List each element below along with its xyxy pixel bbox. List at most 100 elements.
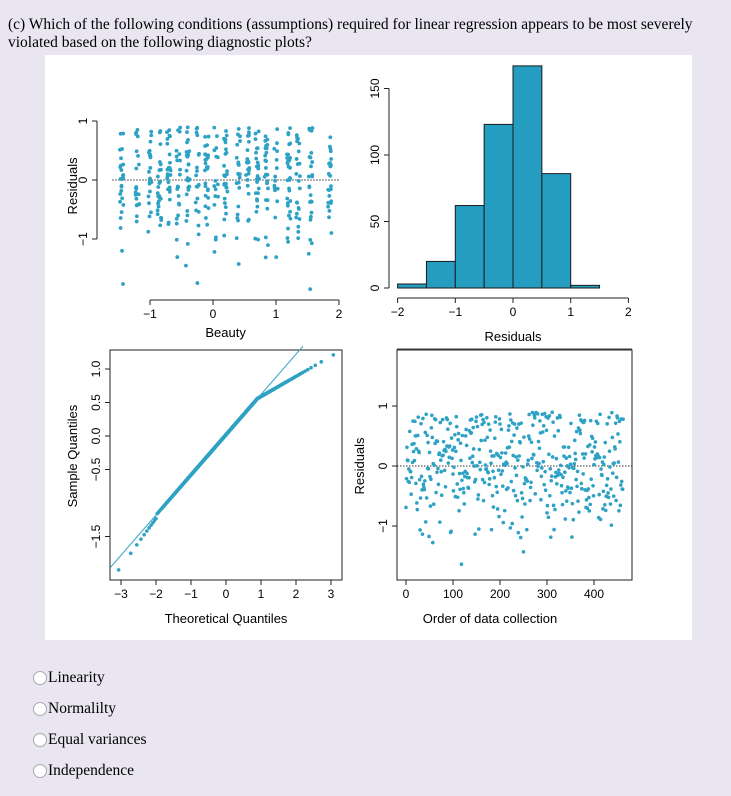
data-point (287, 142, 292, 147)
data-point (255, 160, 260, 165)
data-point (445, 417, 450, 422)
data-point (195, 133, 200, 138)
data-point (541, 424, 546, 428)
data-point (295, 162, 300, 167)
data-point (543, 488, 548, 493)
data-point (310, 173, 315, 177)
data-point (174, 237, 179, 242)
data-point (427, 450, 432, 455)
data-point (326, 204, 330, 209)
data-point (564, 489, 568, 493)
data-point (611, 471, 615, 476)
data-point (236, 132, 240, 137)
data-point (506, 428, 511, 432)
data-point (415, 433, 420, 438)
data-point (503, 451, 508, 455)
data-point (255, 204, 260, 209)
data-point (195, 196, 200, 201)
data-point (449, 529, 453, 534)
data-point (578, 428, 582, 433)
data-point (118, 216, 123, 220)
radio-button[interactable] (33, 763, 47, 778)
data-point (134, 166, 139, 171)
data-point (263, 134, 268, 139)
data-point (491, 505, 496, 509)
option-label: Equal variances (48, 730, 147, 748)
radio-button[interactable] (33, 670, 47, 685)
data-point (237, 185, 242, 190)
x-tick-label: 1 (273, 307, 280, 321)
data-point (134, 219, 139, 224)
data-point (222, 233, 227, 238)
data-point (609, 523, 614, 527)
data-point (306, 367, 310, 372)
data-point (559, 472, 563, 477)
data-point (447, 455, 452, 460)
data-point (486, 422, 491, 426)
data-point (455, 495, 460, 500)
data-point (516, 530, 521, 535)
histogram-bar (541, 173, 572, 289)
data-point (174, 221, 179, 226)
data-point (194, 173, 199, 178)
data-point (253, 131, 258, 136)
data-point (148, 166, 153, 170)
data-point (527, 412, 531, 417)
data-point (176, 194, 181, 198)
data-point (514, 455, 518, 459)
data-point (309, 241, 314, 246)
data-point (484, 467, 489, 471)
data-point (573, 457, 578, 462)
data-point (253, 191, 258, 196)
data-point (203, 193, 208, 198)
data-point (551, 420, 555, 424)
data-point (603, 503, 607, 507)
data-point (479, 412, 484, 417)
data-point (522, 435, 526, 439)
radio-button[interactable] (33, 732, 47, 747)
data-point (550, 455, 555, 459)
data-point (236, 262, 241, 266)
data-point (288, 176, 292, 180)
data-point (548, 467, 553, 471)
data-point (139, 537, 143, 541)
data-point (476, 493, 481, 497)
data-point (178, 158, 182, 163)
data-point (134, 543, 139, 547)
data-point (407, 480, 412, 485)
data-point (212, 184, 217, 188)
data-point (551, 503, 556, 508)
data-point (578, 431, 583, 436)
radio-button[interactable] (33, 701, 47, 716)
data-point (297, 217, 302, 221)
data-point (414, 447, 419, 451)
option-independence[interactable]: Independence (33, 755, 147, 786)
data-point (598, 517, 603, 522)
data-point (148, 189, 152, 194)
data-point (431, 502, 436, 507)
data-point (566, 486, 570, 490)
data-point (223, 152, 228, 156)
data-point (120, 248, 124, 253)
data-point (560, 502, 565, 507)
data-point (439, 469, 444, 474)
data-point (471, 425, 476, 430)
data-point (498, 422, 502, 426)
data-point (481, 498, 486, 503)
option-linearity[interactable]: Linearity (33, 662, 147, 693)
data-point (495, 490, 499, 495)
data-point (533, 492, 538, 496)
y-tick-label: 0 (376, 462, 390, 469)
data-point (608, 502, 613, 506)
data-point (147, 201, 151, 206)
option-equal-variances[interactable]: Equal variances (33, 724, 147, 755)
data-point (488, 449, 493, 453)
option-normality[interactable]: Normalilty (33, 693, 147, 724)
data-point (205, 166, 210, 171)
data-point (487, 482, 491, 487)
data-point (558, 463, 563, 468)
data-point (460, 433, 465, 438)
data-point (603, 440, 608, 445)
data-point (136, 192, 141, 197)
data-point (499, 427, 504, 432)
